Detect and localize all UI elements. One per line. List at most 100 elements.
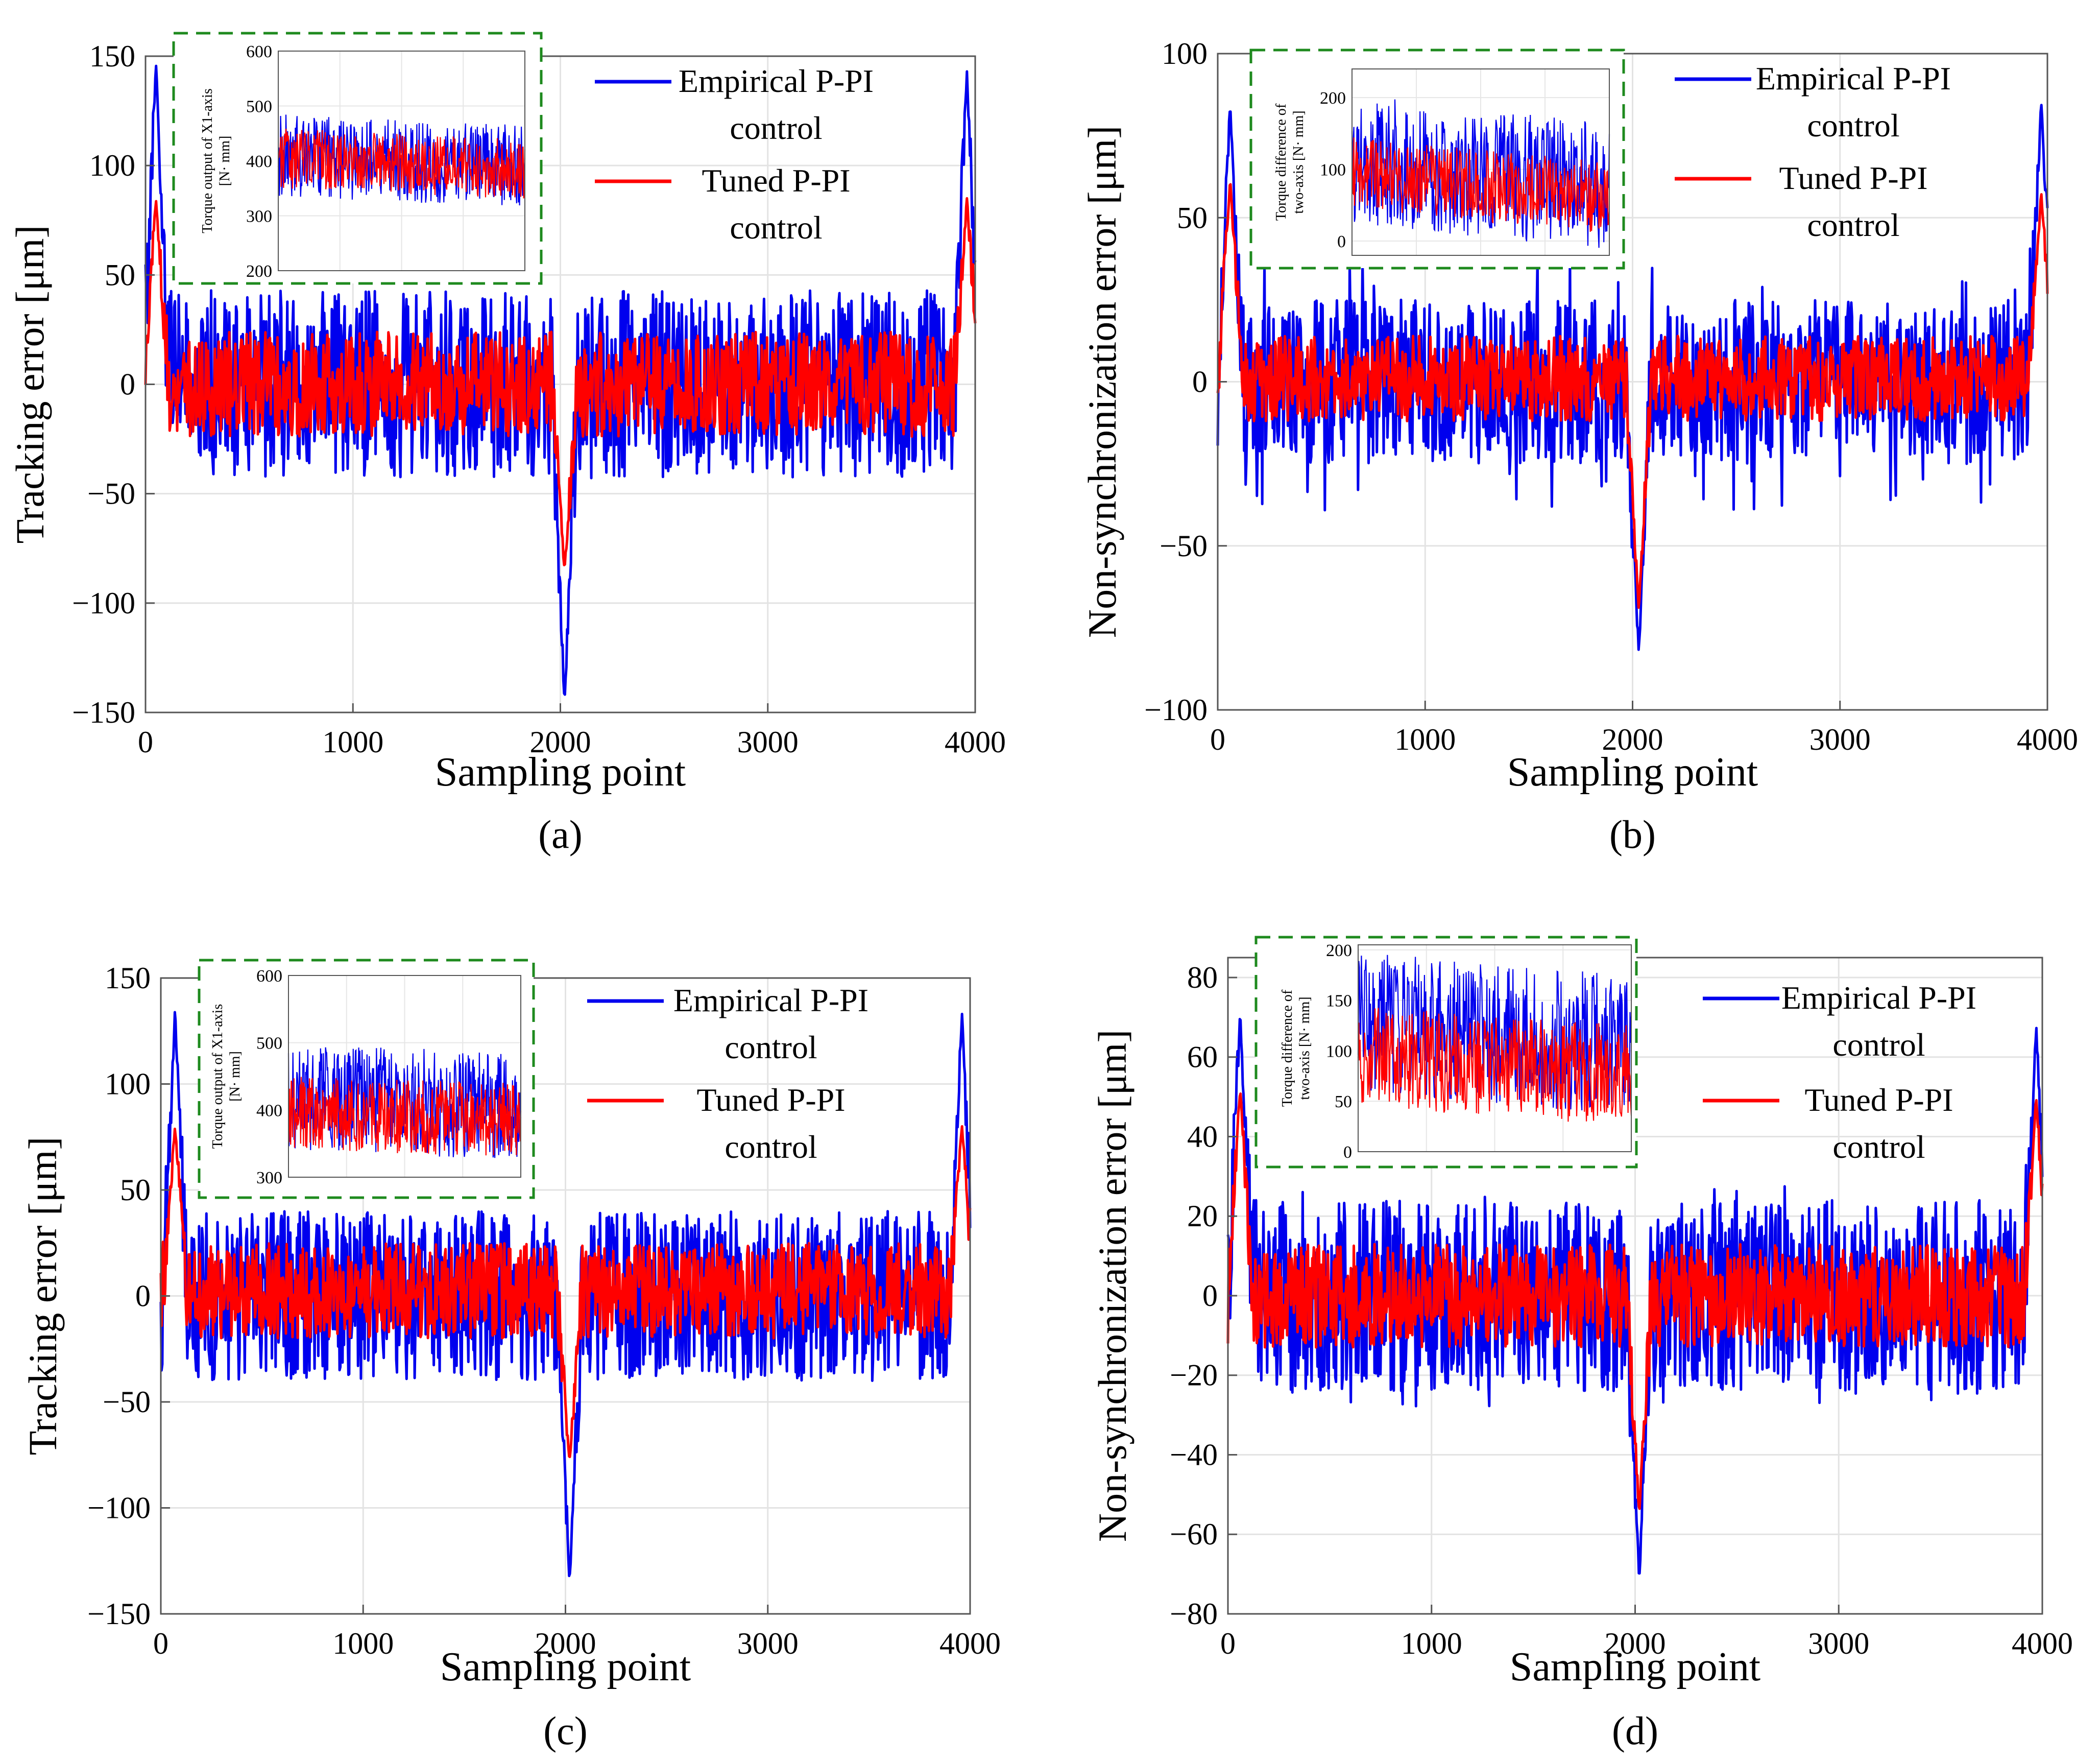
y-axis-label: Tracking error [μm] [20, 1137, 65, 1456]
y-tick-label: 60 [1187, 1040, 1218, 1074]
x-tick-label: 1000 [1401, 1627, 1462, 1660]
y-tick-label: −50 [1160, 529, 1208, 563]
x-axis-label: Sampling point [1510, 1645, 1760, 1689]
legend-label: Tuned P-PI [1779, 160, 1927, 196]
chart-panel: 0 1000 2000 3000 4000 −150 −100 −50 0 50 100 150 Sam… [8, 32, 1006, 856]
x-tick-label: 3000 [1808, 1627, 1869, 1660]
y-tick-label: −20 [1170, 1359, 1218, 1392]
legend-label: Empirical P-PI [1756, 60, 1951, 97]
y-tick-label: 150 [105, 961, 151, 995]
y-tick-label: 0 [1202, 1279, 1218, 1313]
inset-y-tick-label: 500 [256, 1034, 282, 1053]
y-tick-label: −50 [103, 1385, 151, 1419]
inset-y-axis-label: Torque difference of [1273, 103, 1289, 221]
legend-label: control [1832, 1129, 1925, 1165]
inset-series-line-tuned [1351, 137, 1610, 232]
inset-series-line-empirical [1357, 955, 1632, 1111]
x-tick-label: 1000 [1394, 723, 1456, 756]
y-tick-label: 80 [1187, 961, 1218, 994]
inset-y-tick-label: 100 [1320, 161, 1346, 180]
series-line-empirical [144, 64, 977, 696]
panel-label: (d) [1612, 1708, 1658, 1753]
inset-y-tick-label: 300 [246, 207, 272, 226]
y-tick-label: −50 [87, 477, 135, 511]
y-axis-label: Non-synchronization error [μm] [1080, 126, 1124, 638]
legend-label: Tuned P-PI [702, 162, 850, 199]
inset-y-tick-label: 400 [256, 1101, 282, 1120]
inset-y-axis-label: two-axis [N· mm] [1291, 110, 1307, 213]
legend-label: control [725, 1129, 817, 1165]
inset-y-tick-label: 300 [256, 1169, 282, 1187]
y-tick-label: 50 [120, 1173, 151, 1207]
x-axis-label: Sampling point [440, 1645, 691, 1689]
x-tick-label: 3000 [737, 725, 799, 759]
y-tick-label: −150 [72, 696, 135, 729]
y-tick-label: 100 [105, 1067, 151, 1101]
x-axis-label: Sampling point [435, 750, 686, 795]
y-tick-label: 150 [89, 39, 135, 73]
inset-series-line-empirical [1351, 99, 1610, 248]
x-axis-label: Sampling point [1507, 750, 1758, 795]
inset-y-axis-label: Torque output of X1-axis [200, 88, 215, 233]
legend-label: Empirical P-PI [673, 982, 868, 1018]
inset-y-tick-label: 200 [1320, 89, 1346, 108]
legend-label: control [730, 209, 822, 246]
y-tick-label: −100 [72, 586, 135, 620]
y-tick-label: −100 [1144, 693, 1208, 727]
series-line-tuned [159, 1125, 972, 1459]
panel-label: (a) [538, 812, 583, 856]
series-line-tuned [144, 197, 977, 566]
series-line-tuned [1216, 183, 2049, 609]
inset-frame [1351, 68, 1610, 256]
inset-series-line-tuned [1357, 1008, 1632, 1122]
inset-y-tick-label: 400 [246, 152, 272, 171]
y-tick-label: 0 [135, 1279, 151, 1313]
y-tick-label: 0 [120, 368, 135, 401]
inset-y-tick-label: 50 [1335, 1092, 1352, 1111]
legend-label: Empirical P-PI [1781, 980, 1976, 1016]
inset-y-axis-label: two-axis [N· mm] [1297, 996, 1313, 1100]
x-tick-label: 2000 [535, 1627, 596, 1660]
legend-label: control [1832, 1027, 1925, 1063]
x-tick-label: 0 [1220, 1627, 1236, 1660]
y-tick-label: 0 [1192, 365, 1208, 399]
panel-label: (c) [543, 1708, 588, 1753]
inset-frame [1358, 944, 1632, 1152]
inset-y-tick-label: 100 [1326, 1042, 1352, 1061]
inset-y-tick-label: 600 [256, 967, 282, 986]
y-tick-label: 100 [89, 149, 135, 182]
x-tick-label: 2000 [530, 725, 591, 759]
inset-y-tick-label: 150 [1326, 992, 1352, 1011]
y-axis-label: Tracking error [μm] [8, 225, 52, 544]
y-tick-label: 20 [1187, 1199, 1218, 1233]
y-tick-label: −60 [1170, 1517, 1218, 1551]
x-tick-label: 1000 [322, 725, 383, 759]
inset-y-tick-label: 0 [1343, 1143, 1352, 1162]
y-tick-label: −80 [1170, 1597, 1218, 1631]
legend-label: control [1807, 207, 1899, 243]
inset-y-axis-label: Torque output of X1-axis [210, 1004, 226, 1149]
inset-y-tick-label: 0 [1337, 232, 1346, 251]
y-tick-label: 40 [1187, 1119, 1218, 1153]
x-tick-label: 2000 [1605, 1627, 1666, 1660]
chart-panel: 0 1000 2000 3000 4000 −150 −100 −50 0 50 100 150 Sam… [20, 959, 1001, 1753]
inset-frame [278, 51, 525, 271]
inset-y-axis-label: [N· mm] [227, 1051, 243, 1102]
y-tick-label: −150 [87, 1597, 151, 1631]
legend-label: control [725, 1029, 817, 1065]
panel-label: (b) [1609, 812, 1656, 856]
inset-y-tick-label: 600 [246, 42, 272, 61]
x-tick-label: 0 [1210, 723, 1225, 756]
y-tick-label: −40 [1170, 1438, 1218, 1471]
inset-y-axis-label: [N· mm] [217, 136, 233, 186]
y-tick-label: 50 [105, 258, 135, 292]
x-tick-label: 3000 [737, 1627, 799, 1660]
x-tick-label: 0 [153, 1627, 168, 1660]
inset-series-line-tuned [288, 1077, 522, 1156]
y-tick-label: 100 [1162, 37, 1208, 70]
inset-y-tick-label: 500 [246, 98, 272, 116]
chart-panel: 0 1000 2000 3000 4000−80−60−40−20020406080Sa… [1090, 936, 2073, 1753]
legend-label: Empirical P-PI [679, 63, 874, 99]
